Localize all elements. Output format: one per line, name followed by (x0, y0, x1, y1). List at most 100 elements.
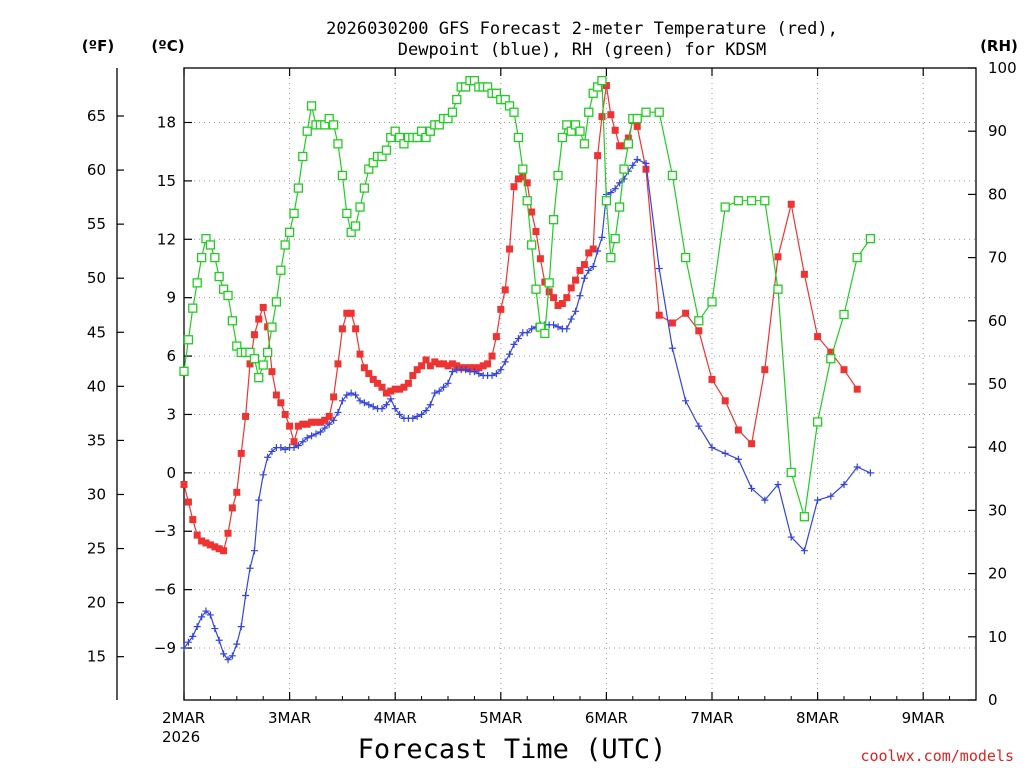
temperature-point (242, 412, 250, 420)
temperature-point (352, 325, 360, 333)
rh-point (601, 196, 612, 206)
rh-point (531, 284, 541, 294)
temperature-point (814, 333, 822, 341)
temperature-point (382, 389, 390, 397)
dewpoint-point (655, 264, 663, 272)
temperature-point (448, 360, 456, 368)
temperature-point (787, 200, 795, 208)
temperature-point (682, 309, 690, 317)
plot-frame (183, 67, 977, 701)
temperature-point (369, 375, 377, 383)
dewpoint-point (633, 155, 641, 163)
rh-point (276, 265, 286, 275)
dewpoint-point (440, 383, 448, 391)
rh-point (289, 208, 299, 219)
temperature-point (184, 498, 192, 506)
temperature-point (607, 111, 615, 119)
dewpoint-point (330, 416, 338, 424)
temperature-point (277, 399, 285, 407)
dewpoint-point (413, 412, 421, 420)
temperature-point (435, 360, 443, 368)
dewpoint-point (510, 340, 518, 348)
rh-point (839, 309, 849, 320)
dewpoint-point (607, 189, 615, 197)
temperature-point (321, 416, 329, 424)
rh-point (597, 75, 607, 86)
rh-point (623, 139, 634, 149)
dewpoint-point (220, 650, 228, 658)
dewpoint-point (312, 430, 320, 438)
dewpoint-point (325, 420, 333, 428)
dewpoint-point (308, 432, 316, 440)
temperature-point (294, 422, 302, 430)
rh-point (760, 196, 770, 206)
rh-point (355, 202, 365, 212)
temperature-point (374, 379, 382, 387)
rh-point (188, 303, 198, 313)
rh-point (720, 202, 730, 212)
rh-point (302, 126, 312, 136)
temperature-point (334, 360, 342, 368)
temperature-point (567, 284, 575, 292)
dewpoint-point (695, 422, 703, 430)
dewpoint-point (215, 636, 223, 644)
x-tick-label: 9MAR (902, 709, 945, 727)
dewpoint-point (396, 410, 404, 418)
dewpoint-point (418, 410, 426, 418)
rh-point (254, 373, 264, 383)
temperature-point (444, 362, 452, 370)
dewpoint-point (378, 405, 386, 413)
temperature-point (616, 142, 624, 150)
temperature-point (413, 366, 421, 374)
temperature-point (396, 385, 404, 393)
temperature-point (853, 385, 861, 393)
dewpoint-point (294, 442, 302, 450)
dewpoint-point (492, 370, 500, 378)
dewpoint-point (228, 652, 236, 660)
rh-tick-label: 0 (988, 691, 998, 709)
rh-point (812, 417, 823, 427)
axes (116, 67, 977, 701)
temperature-point (422, 356, 430, 364)
celsius-tick-label: 18 (157, 113, 176, 131)
grid-lines (184, 68, 976, 700)
rh-point (223, 290, 233, 301)
temperature-point (550, 294, 558, 302)
temperature-point (303, 420, 311, 428)
temperature-point (488, 352, 496, 360)
dewpoint-point (462, 366, 470, 374)
x-tick-sublabel: 2026 (162, 728, 200, 746)
rh-tick-label: 70 (988, 249, 1007, 267)
dewpoint-point (299, 438, 307, 446)
rh-point (333, 139, 343, 149)
rh-point (522, 196, 532, 206)
temperature-point (378, 383, 386, 391)
rh-point (359, 183, 370, 193)
rh-point (548, 215, 559, 225)
dewpoint-point (576, 292, 584, 300)
temperature-point (347, 309, 355, 317)
temperature-point (180, 481, 188, 489)
temperature-point (272, 391, 280, 399)
temperature-point (233, 488, 241, 496)
dewpoint-point (189, 632, 197, 640)
rh-point (447, 107, 458, 117)
rh-point (258, 360, 268, 370)
temperature-point (281, 410, 289, 418)
dewpoint-point (259, 471, 267, 479)
temperature-point (602, 82, 610, 90)
fahrenheit-tick-label: 30 (87, 485, 106, 503)
fahrenheit-tick-label: 25 (87, 540, 106, 558)
dewpoint-point (598, 233, 606, 241)
rh-point (694, 316, 704, 326)
dewpoint-point (184, 638, 192, 646)
rh-point (280, 240, 290, 250)
rh-point (553, 170, 563, 181)
rh-point (179, 366, 189, 377)
temperature-point (198, 537, 206, 545)
rh-point (654, 107, 664, 117)
dewpoint-point (611, 185, 619, 193)
dewpoint-point (211, 625, 219, 633)
temperature-point (312, 418, 320, 426)
rh-line (183, 78, 871, 517)
